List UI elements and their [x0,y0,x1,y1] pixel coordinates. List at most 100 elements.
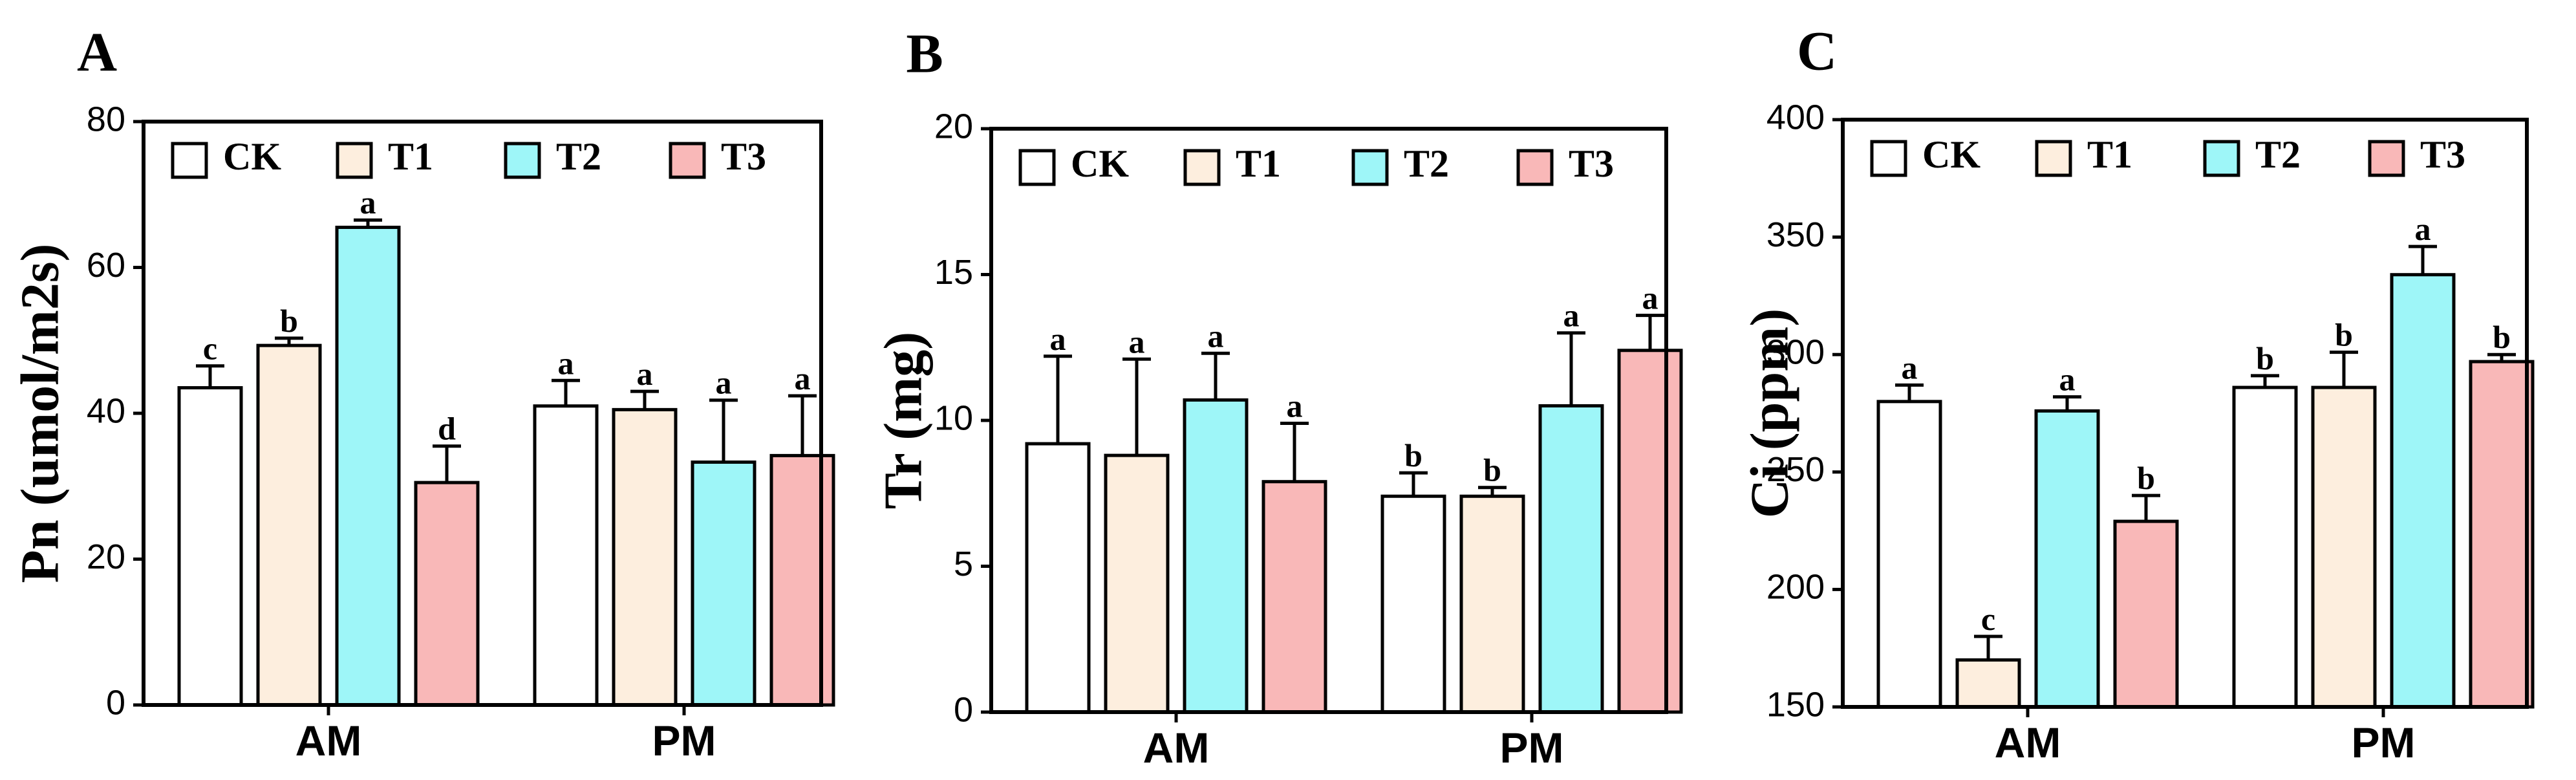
plot-frame [142,120,823,707]
panel-letter: A [77,21,117,83]
significance-letter: a [1642,280,1658,316]
bar-ck-pm [533,404,599,707]
legend-swatch-t1 [1183,149,1221,186]
bar-ck-am [1025,442,1091,714]
panel-letter: B [906,23,943,85]
legend-label-t1: T1 [1236,142,1281,185]
panel-letter: C [1797,20,1837,82]
legend-swatch-t3 [2368,140,2405,177]
significance-letter: a [1208,318,1224,354]
significance-letter: a [1129,323,1145,360]
significance-letter: a [1050,321,1066,357]
significance-letter: b [2137,460,2155,496]
significance-letter: a [1563,298,1580,334]
x-tick-label: PM [652,717,716,764]
bar-t2-am [1183,398,1249,714]
legend-label-t1: T1 [388,135,433,178]
significance-letter: a [795,360,811,396]
bar-t1-am [256,343,322,707]
chart-panel-a: A Pn (umol/m2s) 0 20 40 60 80 c a b a a a d a AM PM CK T1 T… [10,21,835,764]
bar-ck-pm [2232,385,2298,709]
y-axis-label: Pn (umol/m2s) [10,244,70,583]
legend-label-t2: T2 [2255,133,2301,176]
significance-letter: a [360,184,376,221]
y-tick-label: 250 [1766,450,1825,489]
bar-t3-pm [2469,360,2535,709]
legend-swatch-t3 [669,142,706,179]
legend-label-t3: T3 [2420,133,2465,176]
legend-swatch-t2 [1351,149,1389,186]
y-tick-label: 300 [1766,332,1825,371]
significance-letter: a [2415,211,2431,247]
legend-swatch-ck [1018,149,1056,186]
x-tick-label: AM [1995,719,2061,766]
legend-swatch-t1 [2035,140,2072,177]
y-axis-label: Ci (ppm) [1739,309,1799,518]
significance-letter: b [2335,317,2353,353]
y-tick-label: 20 [87,537,125,576]
y-tick-label: 5 [954,545,973,583]
y-axis-label: Tr (mg) [873,332,933,509]
bar-t1-am [1104,453,1170,714]
legend-label-ck: CK [1922,133,1980,176]
significance-letter: a [716,365,732,401]
significance-letter: b [1404,437,1422,473]
x-tick-label: PM [1500,724,1564,772]
significance-letter: c [203,330,217,367]
significance-letter: b [2493,319,2511,355]
significance-letter: b [280,303,298,339]
bar-t1-pm [2311,385,2377,709]
chart-panel-c: C Ci (ppm) 150 200 250 300 350 400 a b c b a a b b AM PM C… [1739,20,2535,766]
significance-letter: b [1483,452,1501,488]
significance-letter: a [1902,349,1918,385]
bar-ck-pm [1380,494,1446,714]
chart-panel-b: B Tr (mg) 0 5 10 15 20 a b a b a a a a AM PM CK T1 T2 T3 [873,23,1683,772]
legend-swatch-t3 [1516,149,1554,186]
legend-swatch-t1 [336,142,373,179]
y-tick-label: 350 [1766,215,1825,254]
bar-t1-am [1955,658,2021,709]
bar-t2-am [2034,409,2100,709]
significance-letter: d [438,411,456,447]
plot-frame [1841,118,2529,709]
y-tick-label: 150 [1766,685,1825,724]
bar-t2-am [335,225,401,707]
bar-t2-pm [2390,273,2456,709]
significance-letter: c [1981,601,1995,637]
bar-t2-pm [1538,404,1604,714]
bar-t1-pm [612,407,678,707]
y-tick-label: 0 [106,683,125,722]
legend-label-ck: CK [1071,142,1129,185]
legend-swatch-ck [1870,140,1907,177]
bar-ck-am [1876,400,1942,709]
legend-label-t1: T1 [2087,133,2132,176]
bar-t3-am [2113,519,2179,709]
bar-t3-pm [1617,349,1683,714]
bar-t2-pm [691,460,757,707]
bar-t1-pm [1459,494,1525,714]
legend-swatch-ck [171,142,208,179]
y-tick-label: 40 [87,391,125,430]
legend-label-t3: T3 [1569,142,1614,185]
x-tick-label: AM [295,717,362,764]
legend-swatch-t2 [2203,140,2240,177]
significance-letter: a [1287,388,1303,424]
y-tick-label: 20 [934,107,973,146]
significance-letter: a [637,356,653,392]
y-tick-label: 400 [1766,98,1825,136]
legend-label-ck: CK [223,135,281,178]
bar-ck-am [177,386,243,707]
bar-t3-am [1261,480,1327,714]
plot-frame [989,127,1668,714]
y-tick-label: 10 [934,398,973,437]
legend-label-t2: T2 [556,135,601,178]
x-tick-label: PM [2352,719,2416,766]
bar-t3-pm [769,453,835,707]
x-tick-label: AM [1143,724,1210,772]
y-tick-label: 80 [87,100,125,138]
legend-label-t2: T2 [1404,142,1449,185]
legend-swatch-t2 [504,142,541,179]
significance-letter: a [558,345,574,381]
y-tick-label: 15 [934,253,973,292]
